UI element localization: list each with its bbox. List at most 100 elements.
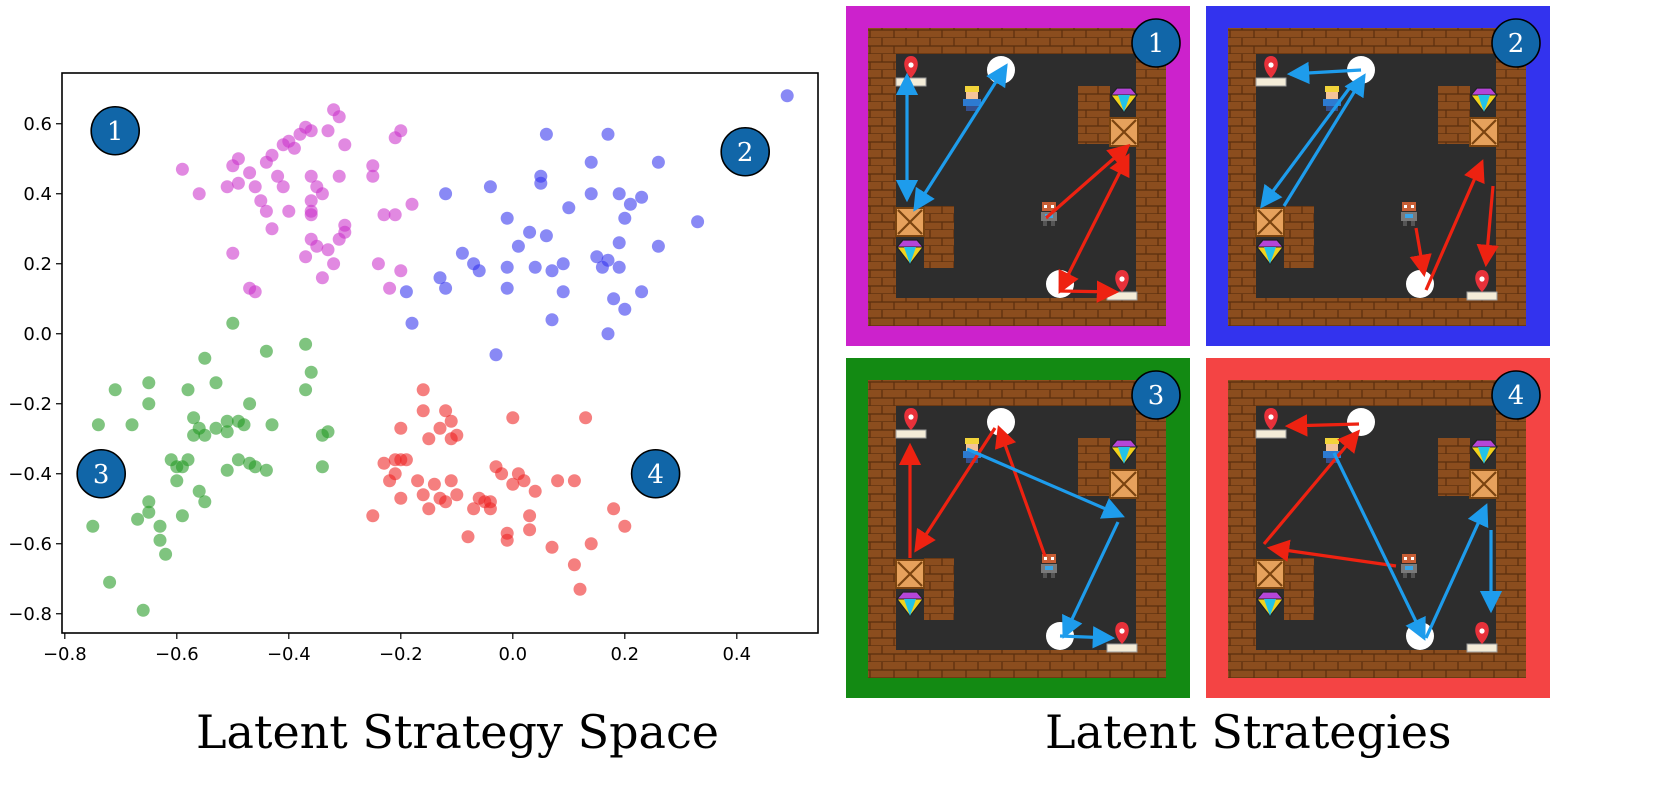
robot-path-arrow (1266, 539, 1397, 568)
robot-path-arrow (1262, 429, 1361, 546)
human-path-arrow (1059, 626, 1116, 649)
y-tick-label: 0.4 (23, 184, 52, 205)
data-point-cluster-3 (142, 495, 156, 509)
data-point-cluster-2 (539, 229, 553, 243)
y-tick-label: −0.8 (8, 604, 52, 625)
data-point-cluster-3 (142, 376, 156, 390)
data-point-cluster-3 (209, 376, 223, 390)
cluster-1-badge: 1 (90, 105, 140, 156)
data-point-cluster-1 (175, 162, 189, 176)
strategy-2-badge: 2 (1491, 18, 1541, 68)
data-point-cluster-2 (556, 285, 570, 299)
data-point-cluster-1 (371, 257, 385, 271)
crate-icon (1109, 117, 1139, 147)
data-point-cluster-2 (500, 281, 514, 295)
data-point-cluster-4 (433, 421, 447, 435)
inner-wall (1078, 86, 1110, 144)
human-path-arrow (1282, 73, 1366, 207)
data-point-cluster-4 (439, 495, 453, 509)
robot-path-arrow (1059, 280, 1120, 303)
human-agent-icon (1323, 86, 1341, 111)
white-ball-icon (1347, 408, 1375, 436)
data-point-cluster-4 (483, 502, 497, 516)
data-point-cluster-2 (651, 155, 665, 169)
gem-icon (1469, 87, 1499, 113)
robot-path-arrow (914, 427, 997, 553)
data-point-cluster-3 (259, 344, 273, 358)
strategy-panel-2: 2 (1206, 6, 1570, 364)
data-point-cluster-4 (416, 404, 430, 418)
data-point-cluster-1 (259, 204, 273, 218)
data-point-cluster-3 (181, 383, 195, 397)
strategy-panel-4: 4 (1206, 358, 1570, 716)
human-path-arrow (966, 447, 1125, 519)
inner-wall (924, 558, 954, 620)
data-point-cluster-2 (556, 257, 570, 271)
data-point-cluster-2 (500, 260, 514, 274)
crate-icon (895, 559, 925, 589)
x-tick-label: 0.2 (610, 644, 639, 665)
data-point-cluster-3 (237, 418, 251, 432)
robot-agent-icon (1401, 554, 1417, 578)
data-point-cluster-4 (584, 537, 598, 551)
x-tick-label: −0.6 (155, 644, 199, 665)
cluster-4-badge: 4 (630, 448, 681, 499)
data-point-cluster-2 (691, 215, 705, 229)
x-tick-label: 0.0 (498, 644, 527, 665)
data-point-cluster-4 (567, 558, 581, 572)
robot-agent-icon (1041, 554, 1057, 578)
grid-world-svg: 1 (846, 6, 1190, 346)
strategy-4-badge: 4 (1491, 370, 1541, 420)
data-point-cluster-3 (243, 397, 257, 411)
robot-path-arrow (994, 424, 1047, 557)
data-point-cluster-1 (321, 124, 335, 138)
data-point-cluster-4 (411, 474, 425, 488)
data-point-cluster-1 (310, 239, 324, 253)
cluster-label: 1 (107, 117, 124, 147)
caption-latent-strategy-space: Latent Strategy Space (196, 705, 719, 759)
data-point-cluster-2 (601, 327, 615, 341)
latent-space-scatter-chart: −0.8 −0.6 −0.4 −0.2 0.0 0.2 0.4 −0.8 −0.6 −0.4 −0.… (8, 72, 819, 665)
data-point-cluster-1 (366, 159, 380, 173)
data-point-cluster-4 (573, 582, 587, 596)
goal-pad-icon (895, 408, 927, 439)
data-point-cluster-3 (187, 428, 201, 442)
data-point-cluster-2 (651, 239, 665, 253)
goal-pad-icon (1255, 408, 1287, 439)
data-point-cluster-1 (338, 138, 352, 152)
inner-wall (1438, 438, 1470, 496)
data-point-cluster-2 (439, 187, 453, 201)
data-point-cluster-1 (248, 285, 262, 299)
data-point-cluster-4 (495, 467, 509, 481)
strategy-label: 3 (1148, 381, 1165, 411)
crate-icon (1109, 469, 1139, 499)
data-point-cluster-4 (506, 477, 520, 491)
data-point-cluster-4 (450, 488, 464, 502)
data-point-cluster-3 (220, 414, 234, 428)
cluster-label: 3 (93, 460, 110, 490)
data-point-cluster-4 (394, 421, 408, 435)
data-point-cluster-2 (489, 348, 503, 362)
axis-ticks: −0.8 −0.6 −0.4 −0.2 0.0 0.2 0.4 −0.8 −0.6 −0.4 −0.… (8, 114, 751, 665)
human-agent-icon (963, 438, 981, 463)
data-point-cluster-2 (618, 302, 632, 316)
data-point-cluster-1 (304, 194, 318, 208)
data-point-cluster-3 (86, 519, 100, 533)
data-point-cluster-3 (153, 519, 167, 533)
data-points (86, 89, 794, 617)
data-point-cluster-3 (136, 603, 150, 617)
data-point-cluster-4 (416, 488, 430, 502)
crate-icon (1469, 117, 1499, 147)
data-point-cluster-3 (131, 512, 145, 526)
data-point-cluster-4 (422, 432, 436, 446)
data-point-cluster-2 (584, 187, 598, 201)
data-point-cluster-3 (299, 337, 313, 351)
data-point-cluster-3 (220, 425, 234, 439)
crate-icon (895, 207, 925, 237)
cluster-label: 2 (737, 138, 754, 168)
data-point-cluster-3 (175, 509, 189, 523)
cluster-label: 4 (647, 460, 664, 490)
data-point-cluster-4 (506, 411, 520, 425)
data-point-cluster-2 (545, 313, 559, 327)
data-point-cluster-3 (248, 460, 262, 474)
